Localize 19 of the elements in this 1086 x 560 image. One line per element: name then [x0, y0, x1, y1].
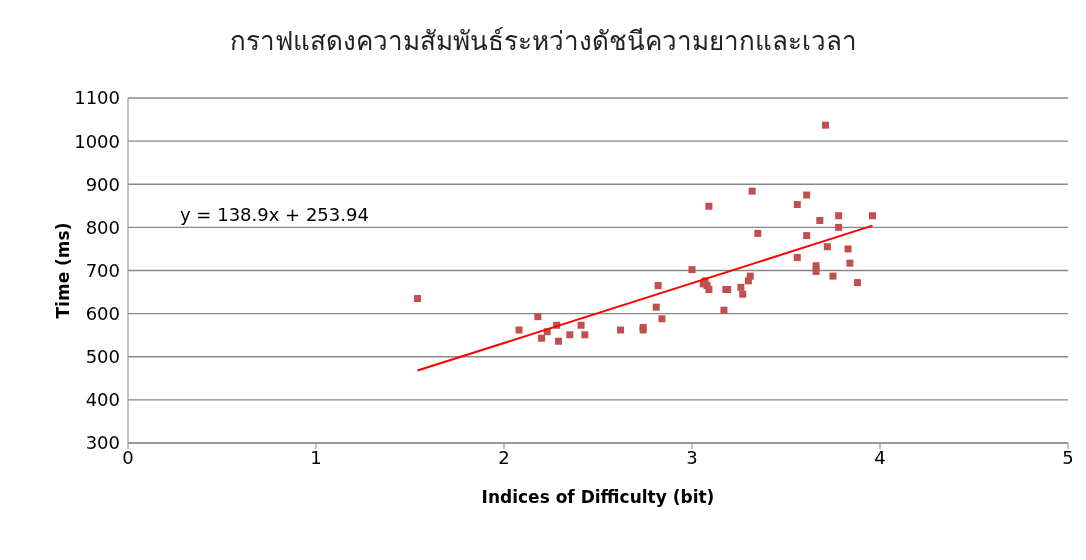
y-tick-label: 1000	[74, 130, 120, 152]
y-tick-label: 1100	[74, 87, 120, 109]
y-tick-label: 600	[85, 303, 120, 325]
y-tick-label: 800	[85, 216, 120, 238]
x-tick-label: 3	[686, 446, 698, 468]
y-tick-label: 700	[85, 259, 120, 281]
x-axis-title: Indices of Difficulty (bit)	[481, 487, 715, 507]
chart-title: กราฟแสดงความสัมพันธ์ระหว่างดัชนีความยากและเวลา	[228, 25, 858, 58]
annotation: y = 138.9x + 253.94	[180, 204, 369, 225]
y-tick-label: 300	[85, 432, 120, 454]
x-tick-label: 4	[874, 446, 886, 468]
y-tick-label: 400	[85, 389, 120, 411]
y-tick-label: 500	[85, 346, 120, 368]
x-tick-label: 5	[1062, 446, 1074, 468]
x-tick-label: 2	[498, 446, 510, 468]
y-tick-label: 900	[85, 173, 120, 195]
y-axis-title: Time (ms)	[53, 222, 74, 319]
x-tick-label: 0	[122, 446, 134, 468]
x-tick-label: 1	[310, 446, 322, 468]
